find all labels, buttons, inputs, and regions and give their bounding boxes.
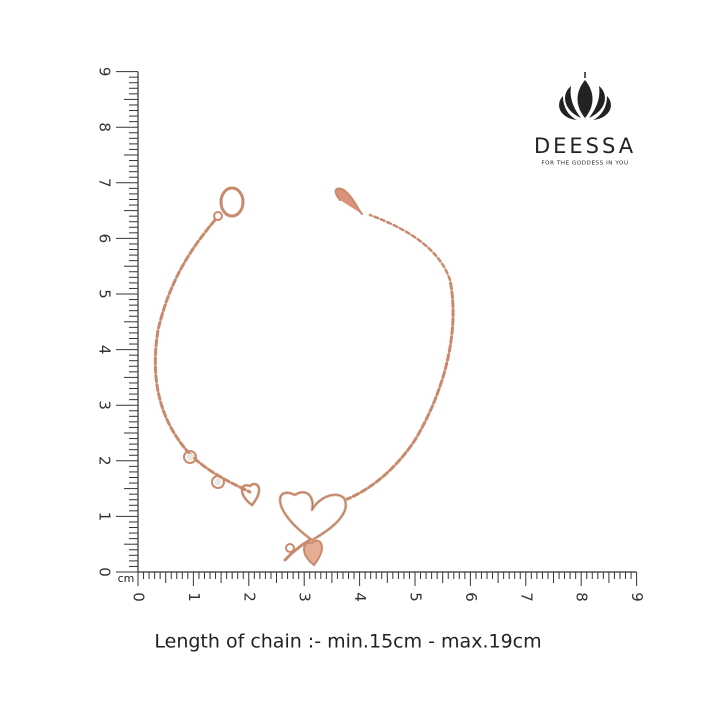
ruler-label: 8 xyxy=(96,122,114,132)
ruler-label: 6 xyxy=(96,234,114,244)
ruler-unit: cm xyxy=(118,572,135,585)
ruler: 0 1 2 3 4 5 6 7 8 9 0 1 2 3 4 5 6 7 8 9 cm xyxy=(96,67,647,602)
bracelet xyxy=(153,186,455,567)
ruler-label: 2 xyxy=(240,592,258,602)
ruler-label: 0 xyxy=(96,567,114,577)
ruler-label: 5 xyxy=(96,289,114,299)
ruler-label: 4 xyxy=(351,592,369,602)
brand-tagline: FOR THE GODDESS IN YOU xyxy=(541,161,628,167)
ruler-label: 8 xyxy=(573,592,591,602)
brand-name: DEESSA xyxy=(534,134,636,158)
ruler-label: 7 xyxy=(517,592,535,602)
ruler-label: 9 xyxy=(628,592,646,602)
ruler-label: 1 xyxy=(185,592,203,602)
ruler-label: 6 xyxy=(462,592,480,602)
ruler-label: 0 xyxy=(130,592,148,602)
logo-mark xyxy=(559,72,611,120)
ruler-label: 5 xyxy=(407,592,425,602)
ruler-label: 2 xyxy=(96,456,114,466)
ruler-label: 7 xyxy=(96,178,114,188)
ruler-label: 3 xyxy=(296,592,314,602)
ruler-label: 1 xyxy=(96,512,114,522)
ruler-label: 4 xyxy=(96,345,114,355)
ruler-label: 3 xyxy=(96,400,114,410)
ruler-label: 9 xyxy=(96,67,114,77)
caption: Length of chain :- min.15cm - max.19cm xyxy=(154,631,541,653)
